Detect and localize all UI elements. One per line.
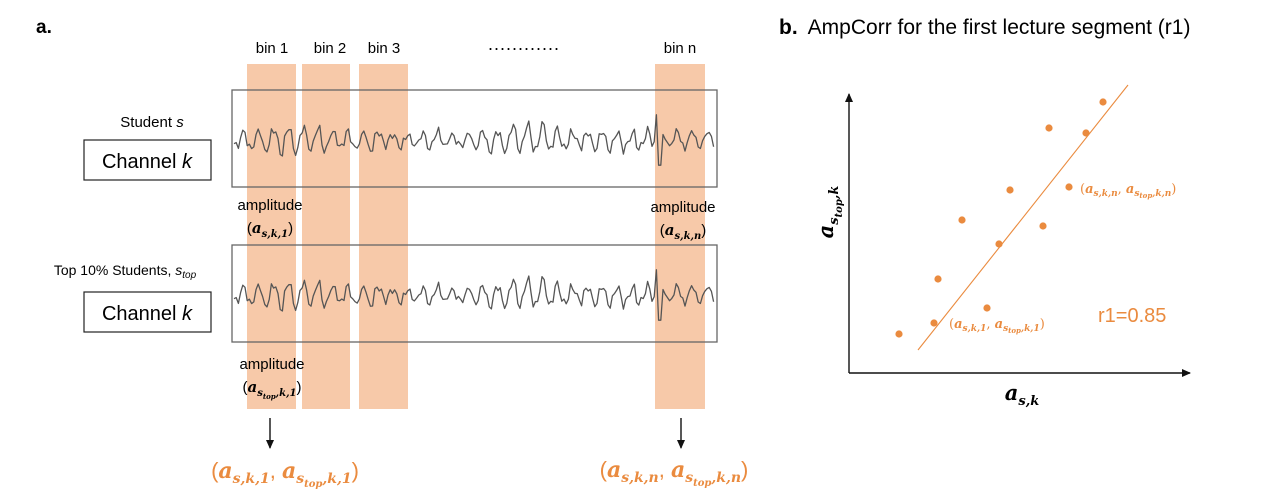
scatter-points (895, 98, 1107, 338)
y-axis-label: astop,k (813, 186, 845, 239)
scatter-point (983, 304, 991, 312)
scatter-point (1006, 186, 1014, 194)
pair-bin-1: (as,k,1, astop,k,1) (211, 458, 359, 490)
pair-bin-n: (as,k,n, astop,k,n) (600, 457, 749, 489)
student-signal-box (231, 89, 718, 188)
top-signal-box (231, 244, 718, 343)
scatter-point (1045, 124, 1053, 132)
student-label: Student s (120, 114, 184, 131)
student-waveform (233, 114, 715, 166)
top-amp-left-symbol: (astop,k,1) (242, 378, 301, 401)
bin-label-1: bin 1 (256, 40, 289, 57)
student-amp-left-label: amplitude (237, 197, 302, 214)
ellipsis-dots: ............ (488, 34, 560, 54)
top-channel-label: Channel k (102, 303, 193, 325)
scatter-point (930, 319, 938, 327)
top-students-waveform (233, 269, 715, 321)
top-amp-left-label: amplitude (239, 356, 304, 373)
scatter-point (995, 240, 1003, 248)
top-students-label: Top 10% Students, stop (54, 262, 197, 281)
bin-column-2 (302, 64, 350, 409)
regression-line (917, 84, 1129, 351)
x-axis-label: as,k (1005, 380, 1039, 409)
scatter-point (1039, 222, 1047, 230)
correlation-value: r1=0.85 (1098, 305, 1166, 327)
student-channel-label: Channel k (102, 151, 193, 173)
bin-label-2: bin 2 (314, 40, 347, 57)
bin-label-3: bin 3 (368, 40, 401, 57)
bin-label-n: bin n (664, 40, 697, 57)
student-amp-left-symbol: (as,k,1) (247, 219, 293, 240)
panel-a-label: a. (36, 17, 52, 38)
panel-b-title: b. AmpCorr for the first lecture segment … (779, 16, 1190, 39)
bin-column-n (655, 64, 705, 409)
scatter-point (895, 330, 903, 338)
top-channel-box (83, 291, 212, 333)
student-channel-box (83, 139, 212, 181)
student-amp-right-label: amplitude (650, 199, 715, 216)
bin-column-1 (247, 64, 296, 409)
scatter-point (1099, 98, 1107, 106)
annotation-point-1: (as,k,1, astop,k,1) (949, 317, 1045, 335)
bin-column-3 (359, 64, 408, 409)
bin-columns (247, 64, 705, 409)
scatter-point (1082, 129, 1090, 137)
annotation-point-n: (as,k,n, astop,k,n) (1080, 182, 1176, 200)
scatter-point (958, 216, 966, 224)
student-amp-right-symbol: (as,k,n) (660, 221, 707, 242)
scatter-point (1065, 183, 1073, 191)
scatter-point (934, 275, 942, 283)
